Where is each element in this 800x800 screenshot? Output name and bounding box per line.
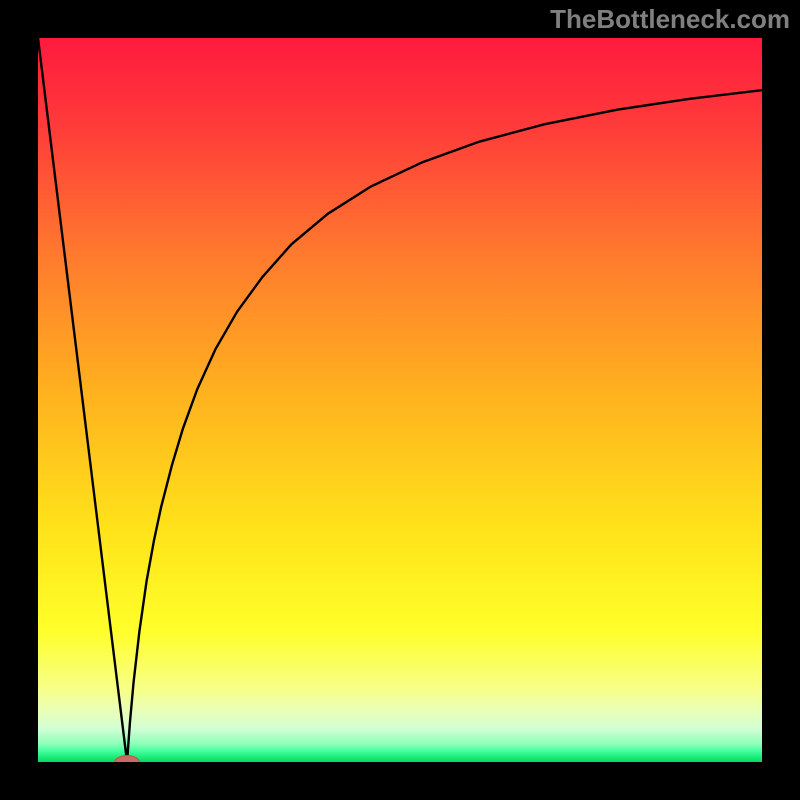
chart-container: TheBottleneck.com — [0, 0, 800, 800]
bottleneck-curve-chart — [0, 0, 800, 800]
watermark-text: TheBottleneck.com — [550, 4, 790, 35]
